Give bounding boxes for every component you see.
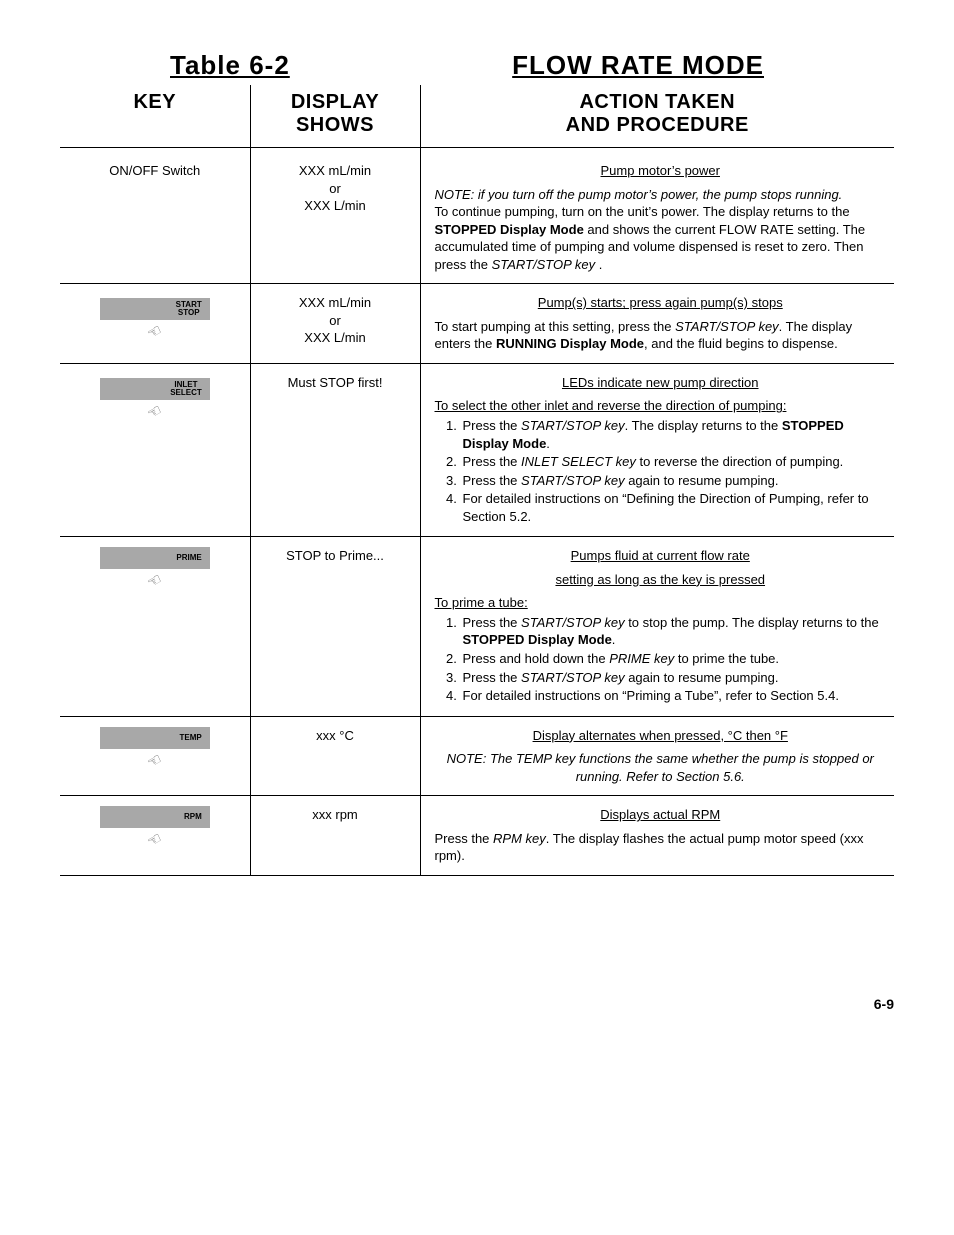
list-item: Press the INLET SELECT key to reverse th… xyxy=(461,453,887,471)
action-cell: Pumps fluid at current flow rate setting … xyxy=(420,537,894,716)
table-row: TEMP☜xxx °C Display alternates when press… xyxy=(60,716,894,796)
action-header: Pump motor’s power xyxy=(435,162,887,180)
action-header: Pump(s) starts; press again pump(s) stop… xyxy=(435,294,887,312)
action-body: To continue pumping, turn on the unit’s … xyxy=(435,203,887,273)
page-number: 6-9 xyxy=(60,996,894,1012)
action-intro: To select the other inlet and reverse th… xyxy=(435,397,887,415)
mode-title: FLOW RATE MODE xyxy=(512,50,764,81)
action-list: Press the START/STOP key to stop the pum… xyxy=(435,614,887,705)
display-cell: xxx °C xyxy=(250,716,420,796)
flow-rate-table: KEY DISPLAYSHOWS ACTION TAKENAND PROCEDU… xyxy=(60,85,894,876)
header-key: KEY xyxy=(60,85,250,148)
table-number-title: Table 6-2 xyxy=(170,50,290,81)
action-header: Displays actual RPM xyxy=(435,806,887,824)
key-cell: STARTSTOP☜ xyxy=(60,284,250,364)
list-item: Press the START/STOP key again to resume… xyxy=(461,472,887,490)
action-body: To start pumping at this setting, press … xyxy=(435,318,887,353)
key-cell: INLETSELECT☜ xyxy=(60,363,250,536)
action-header: Pumps fluid at current flow rate xyxy=(435,547,887,565)
table-row: INLETSELECT☜Must STOP first!LEDs indicat… xyxy=(60,363,894,536)
action-cell: Display alternates when pressed, °C then… xyxy=(420,716,894,796)
list-item: For detailed instructions on “Defining t… xyxy=(461,490,887,525)
key-cell: TEMP☜ xyxy=(60,716,250,796)
action-list: Press the START/STOP key. The display re… xyxy=(435,417,887,525)
action-note: NOTE: The TEMP key functions the same wh… xyxy=(435,750,887,785)
display-cell: XXX mL/minorXXX L/min xyxy=(250,148,420,284)
action-cell: LEDs indicate new pump direction To selec… xyxy=(420,363,894,536)
key-cell: ON/OFF Switch xyxy=(60,148,250,284)
key-text: ON/OFF Switch xyxy=(109,163,200,178)
list-item: Press the START/STOP key. The display re… xyxy=(461,417,887,452)
table-row: STARTSTOP☜XXX mL/minorXXX L/min Pump(s) s… xyxy=(60,284,894,364)
header-display: DISPLAYSHOWS xyxy=(250,85,420,148)
action-cell: Pump motor’s power NOTE: if you turn off … xyxy=(420,148,894,284)
action-header: LEDs indicate new pump direction xyxy=(435,374,887,392)
table-row: PRIME☜STOP to Prime...Pumps fluid at cur… xyxy=(60,537,894,716)
action-note: NOTE: if you turn off the pump motor’s p… xyxy=(435,186,887,204)
table-row: ON/OFF SwitchXXX mL/minorXXX L/minPump m… xyxy=(60,148,894,284)
action-intro: To prime a tube: xyxy=(435,594,887,612)
list-item: Press and hold down the PRIME key to pri… xyxy=(461,650,887,668)
action-cell: Pump(s) starts; press again pump(s) stop… xyxy=(420,284,894,364)
display-cell: XXX mL/minorXXX L/min xyxy=(250,284,420,364)
list-item: For detailed instructions on “Priming a … xyxy=(461,687,887,705)
action-body: Press the RPM key. The display flashes t… xyxy=(435,830,887,865)
list-item: Press the START/STOP key again to resume… xyxy=(461,669,887,687)
key-cell: PRIME☜ xyxy=(60,537,250,716)
action-cell: Displays actual RPM Press the RPM key. Th… xyxy=(420,796,894,876)
list-item: Press the START/STOP key to stop the pum… xyxy=(461,614,887,649)
action-header-line2: setting as long as the key is pressed xyxy=(435,571,887,589)
display-cell: xxx rpm xyxy=(250,796,420,876)
key-cell: RPM☜ xyxy=(60,796,250,876)
display-cell: Must STOP first! xyxy=(250,363,420,536)
header-action: ACTION TAKENAND PROCEDURE xyxy=(420,85,894,148)
table-row: RPM☜xxx rpm Displays actual RPM Press the … xyxy=(60,796,894,876)
display-cell: STOP to Prime... xyxy=(250,537,420,716)
action-header: Display alternates when pressed, °C then… xyxy=(435,727,887,745)
